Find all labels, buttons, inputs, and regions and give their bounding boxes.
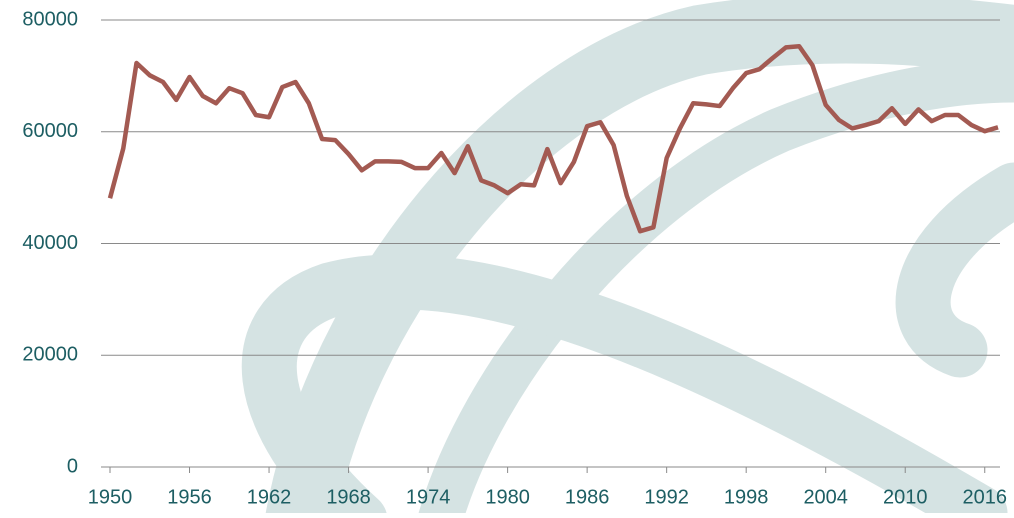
x-tick-label: 1992 — [644, 486, 689, 508]
y-tick-label: 40000 — [22, 232, 78, 254]
x-tick-label: 1950 — [88, 486, 133, 508]
x-tick-label: 1968 — [326, 486, 371, 508]
y-tick-label: 80000 — [22, 8, 78, 30]
x-tick-label: 1998 — [724, 486, 769, 508]
y-tick-label: 60000 — [22, 120, 78, 142]
x-tick-label: 1962 — [247, 486, 292, 508]
x-tick-label: 2016 — [962, 486, 1007, 508]
x-tick-label: 2010 — [883, 486, 928, 508]
watermark — [269, 28, 1014, 513]
x-tick-label: 1974 — [406, 486, 451, 508]
x-tick-label: 1980 — [485, 486, 530, 508]
page: {"chart_data": {"type": "line", "categor… — [0, 0, 1014, 518]
y-tick-label: 20000 — [22, 344, 78, 366]
y-tick-label: 0 — [67, 455, 78, 477]
x-tick-label: 1986 — [565, 486, 610, 508]
x-tick-label: 1956 — [167, 486, 212, 508]
chart: 0 20000 40000 60000 80000 1950 1956 1962 1968 197… — [0, 0, 1014, 513]
x-tick-label: 2004 — [803, 486, 848, 508]
